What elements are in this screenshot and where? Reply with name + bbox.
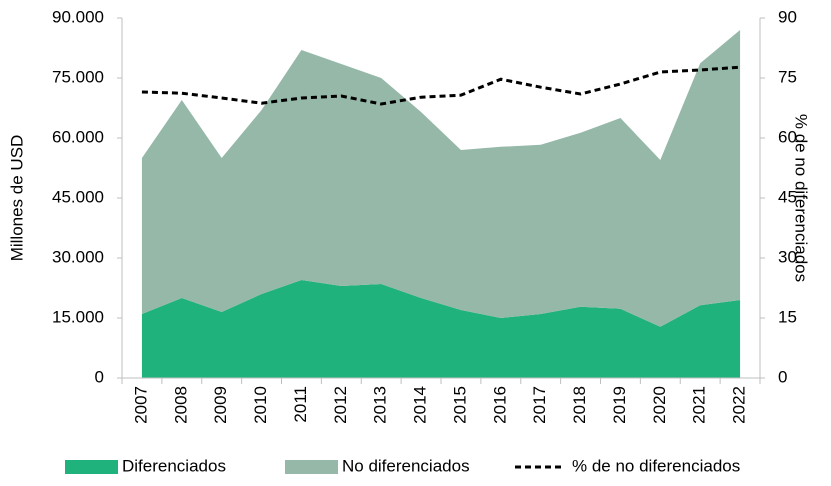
x-tick-label: 2015: [450, 386, 469, 424]
x-tick-label: 2011: [291, 386, 310, 423]
y2-tick-label: 75: [778, 67, 797, 86]
x-tick-label: 2018: [570, 386, 589, 424]
x-tick-label: 2019: [610, 386, 629, 424]
x-tick-label: 2009: [211, 386, 230, 424]
x-tick-label: 2022: [730, 386, 749, 424]
y-tick-label: 75.000: [52, 67, 104, 86]
x-tick-label: 2021: [690, 386, 709, 424]
x-tick-label: 2014: [411, 386, 430, 424]
x-tick-label: 2016: [490, 386, 509, 424]
y-tick-label: 60.000: [52, 127, 104, 146]
x-tick-label: 2020: [650, 386, 669, 424]
x-tick-label: 2017: [530, 386, 549, 424]
y-tick-label: 90.000: [52, 7, 104, 26]
area: [141, 30, 741, 327]
x-tick-label: 2008: [171, 386, 190, 424]
y2-tick-label: 45: [778, 187, 797, 206]
y2-tick-label: 30: [778, 247, 797, 266]
legend-label: % de no diferenciados: [572, 456, 740, 475]
y-tick-label: 0: [95, 367, 104, 386]
x-tick-label: 2007: [131, 386, 150, 424]
legend-label: Diferenciados: [122, 456, 226, 475]
legend-swatch: [65, 460, 118, 474]
y-tick-label: 30.000: [52, 247, 104, 266]
y2-tick-label: 0: [778, 367, 787, 386]
y-tick-label: 15.000: [52, 307, 104, 326]
y2-tick-label: 90: [778, 7, 797, 26]
y-tick-label: 45.000: [52, 187, 104, 206]
x-tick-label: 2012: [331, 386, 350, 424]
legend-label: No diferenciados: [342, 456, 470, 475]
x-tick-label: 2013: [371, 386, 390, 424]
area: [141, 280, 741, 378]
y2-tick-label: 15: [778, 307, 797, 326]
y2-axis-title: % de no diferenciados: [792, 114, 811, 282]
legend-swatch: [285, 460, 338, 474]
x-tick-label: 2010: [251, 386, 270, 424]
y2-tick-label: 60: [778, 127, 797, 146]
line: [141, 65, 741, 106]
y-axis-title: Millones de USD: [7, 135, 26, 262]
